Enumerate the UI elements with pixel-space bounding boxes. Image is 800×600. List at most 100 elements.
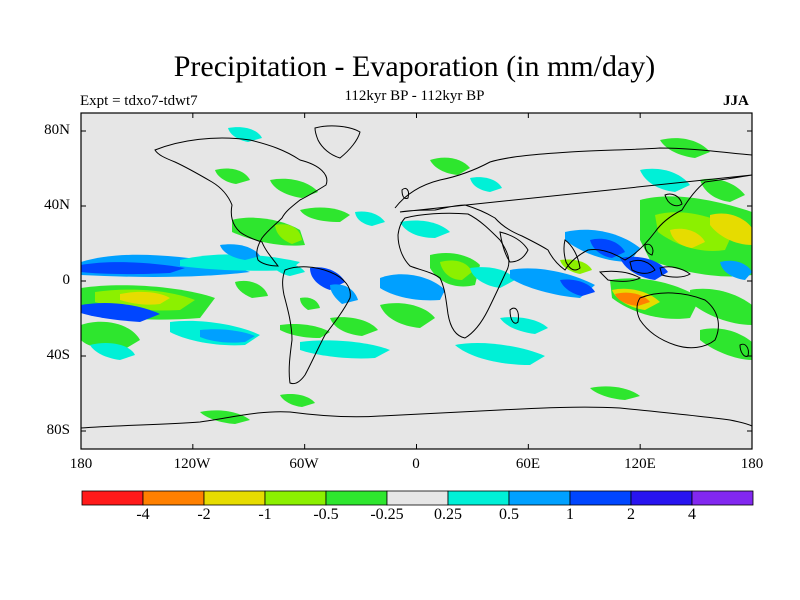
contour-patch (400, 220, 450, 238)
colorbar-swatch (325, 490, 388, 506)
contour-patch (700, 328, 752, 360)
colorbar-label: -0.5 (313, 506, 339, 523)
contour-patch (81, 303, 160, 322)
colorbar-label: 0.25 (434, 506, 462, 523)
contour-patch (470, 267, 515, 288)
lon-tick-label: 180 (740, 456, 764, 472)
contour-patch (470, 177, 502, 192)
lat-tick-label: 40S (46, 347, 70, 363)
experiment-label: Expt = tdxo7-tdwt7 (80, 93, 198, 109)
coastline-south-america (282, 266, 351, 385)
contour-patch (81, 262, 185, 275)
colorbar-label: -4 (136, 506, 150, 523)
contour-patch (380, 303, 435, 328)
contour-patch (710, 213, 752, 245)
coastline-eurasia (394, 147, 752, 271)
contour-patch (300, 297, 320, 310)
lon-tick-label: 120E (624, 456, 656, 472)
colorbar-label: 1 (566, 506, 574, 523)
contour-patch (590, 386, 640, 400)
pe-field (81, 127, 752, 424)
contour-patch (275, 224, 302, 244)
colorbar-swatch (630, 490, 693, 506)
contour-patch (590, 238, 625, 258)
lat-tick-label: 40N (44, 197, 70, 213)
contour-patch (280, 393, 315, 407)
coastline-greenland (314, 125, 361, 159)
lon-tick-label: 60E (515, 456, 541, 472)
colorbar (81, 490, 754, 506)
colorbar-swatch (81, 490, 144, 506)
season-label: JJA (723, 93, 749, 109)
colorbar-swatch (386, 490, 449, 506)
lat-tick-label: 80S (46, 422, 70, 438)
contour-patch (200, 329, 255, 343)
coastline-philippines (644, 243, 654, 256)
contour-patch (720, 260, 752, 280)
contour-patch (270, 178, 318, 198)
colorbar-label: 4 (688, 506, 696, 523)
contour-patch (235, 280, 268, 298)
colorbar-label: 2 (627, 506, 635, 523)
contour-patch (690, 288, 752, 325)
contour-patch (560, 259, 592, 274)
coastline-madagascar (509, 307, 519, 324)
lon-tick-label: 0 (412, 456, 420, 472)
coastline-africa (397, 212, 510, 339)
contour-patch (220, 244, 260, 260)
colorbar-label: -0.25 (370, 506, 404, 523)
contour-patch (90, 343, 135, 360)
lon-tick-label: 60W (289, 456, 319, 472)
coastline-borneo (629, 259, 656, 274)
contour-patch (300, 207, 350, 222)
colorbar-swatch (447, 490, 510, 506)
contour-patch (300, 340, 390, 359)
contour-patch (200, 410, 250, 424)
colorbar-swatch (691, 490, 754, 506)
contour-patch (430, 157, 470, 175)
colorbar-swatch (508, 490, 571, 506)
coastline-australia (636, 292, 719, 349)
contour-patch (560, 279, 595, 296)
colorbar-label: -1 (258, 506, 272, 523)
coastline-north-america (154, 137, 328, 267)
colorbar-swatch (569, 490, 632, 506)
contour-patch (700, 178, 745, 202)
contour-patch (670, 228, 705, 248)
lon-tick-label: 120W (173, 456, 211, 472)
plot-subtitle: 112kyr BP - 112kyr BP (344, 88, 485, 104)
contour-patch (330, 317, 378, 336)
coastline-japan (664, 193, 683, 207)
coastline-antarctica (81, 406, 752, 429)
contour-patch (640, 168, 690, 192)
colorbar-swatch (264, 490, 327, 506)
contour-patch (215, 168, 250, 184)
plot-title: Precipitation - Evaporation (in mm/day) (173, 50, 656, 83)
contour-patch (355, 211, 385, 226)
contour-patch (310, 267, 345, 290)
colorbar-label: 0.5 (499, 506, 519, 523)
coastline-sumatra (598, 270, 642, 282)
contour-patch (615, 292, 650, 306)
contour-patch (660, 138, 710, 158)
axis-ticks (80, 113, 753, 449)
contour-patch (330, 284, 358, 304)
contour-patch (228, 127, 262, 142)
coastlines (81, 125, 752, 429)
coastline-uk (401, 187, 409, 199)
coastline-india (563, 239, 581, 271)
coastline-new-guinea (659, 266, 691, 278)
contour-patch (120, 291, 170, 305)
contour-patch (180, 254, 300, 271)
contour-patch (440, 260, 472, 280)
colorbar-swatch (142, 490, 205, 506)
contour-patch (455, 343, 545, 365)
lat-tick-label: 80N (44, 122, 70, 138)
coastline-arabia (499, 231, 529, 263)
lon-tick-label: 180 (69, 456, 93, 472)
contour-patch (380, 274, 445, 301)
contour-patch (280, 323, 330, 338)
contour-patch (620, 256, 668, 280)
lat-tick-label: 0 (62, 272, 71, 288)
